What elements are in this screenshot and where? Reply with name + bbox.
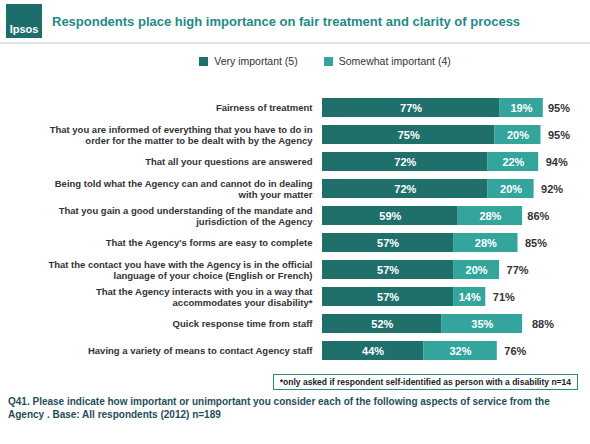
svg-text:76%: 76% — [504, 345, 526, 357]
svg-text:77%: 77% — [507, 264, 529, 276]
html-text:Respondents place high importa: Respondents place high importance on fai… — [52, 13, 521, 29]
svg-text:71%: 71% — [493, 291, 515, 303]
html-text:Somewhat important (4): Somewhat important (4) — [338, 55, 451, 67]
svg-text:35%: 35% — [471, 318, 493, 330]
svg-text:57%: 57% — [377, 291, 399, 303]
svg-text:That the Agency's forms are ea: That the Agency's forms are easy to comp… — [106, 237, 313, 248]
svg-text:95%: 95% — [548, 129, 570, 141]
svg-text:44%: 44% — [362, 345, 384, 357]
svg-text:72%: 72% — [394, 156, 416, 168]
svg-text:That the contact you have with: That the contact you have with the Agenc… — [48, 259, 312, 280]
svg-text:57%: 57% — [377, 237, 399, 249]
svg-text:Having a variety of means to c: Having a variety of means to contact Age… — [88, 345, 313, 356]
svg-text:20%: 20% — [466, 264, 488, 276]
svg-text:85%: 85% — [525, 237, 547, 249]
svg-text:20%: 20% — [507, 129, 529, 141]
svg-text:14%: 14% — [459, 291, 481, 303]
svg-text:57%: 57% — [377, 264, 399, 276]
svg-text:94%: 94% — [546, 156, 568, 168]
svg-text:77%: 77% — [400, 102, 422, 114]
svg-text:59%: 59% — [379, 210, 401, 222]
svg-text:That the Agency interacts with: That the Agency interacts with you in a … — [96, 286, 313, 307]
svg-text:That you are informed of every: That you are informed of everything that… — [50, 124, 314, 145]
svg-text:19%: 19% — [510, 102, 532, 114]
svg-text:Being told what the Agency can: Being told what the Agency can and canno… — [55, 178, 313, 199]
svg-text:92%: 92% — [541, 183, 563, 195]
svg-text:28%: 28% — [475, 237, 497, 249]
svg-text:That you gain a good understan: That you gain a good understanding of th… — [59, 205, 314, 226]
svg-text:86%: 86% — [527, 210, 549, 222]
svg-text:75%: 75% — [398, 129, 420, 141]
html-text:*only asked if respondent self: *only asked if respondent self-identifie… — [279, 377, 571, 387]
svg-text:95%: 95% — [548, 102, 570, 114]
svg-text:72%: 72% — [394, 183, 416, 195]
svg-text:20%: 20% — [500, 183, 522, 195]
svg-text:88%: 88% — [532, 318, 554, 330]
svg-text:Fairness of treatment: Fairness of treatment — [216, 102, 313, 113]
svg-text:22%: 22% — [502, 156, 524, 168]
svg-text:28%: 28% — [479, 210, 501, 222]
html-text:Q41. Please indicate how impor: Q41. Please indicate how important or un… — [8, 396, 550, 420]
svg-text:52%: 52% — [371, 318, 393, 330]
svg-text:Quick response time from staff: Quick response time from staff — [173, 318, 314, 329]
svg-text:That all your questions are an: That all your questions are answered — [145, 156, 313, 167]
svg-text:32%: 32% — [449, 345, 471, 357]
html-text:Ipsos: Ipsos — [9, 23, 39, 35]
html-text:Very important (5): Very important (5) — [214, 55, 298, 67]
